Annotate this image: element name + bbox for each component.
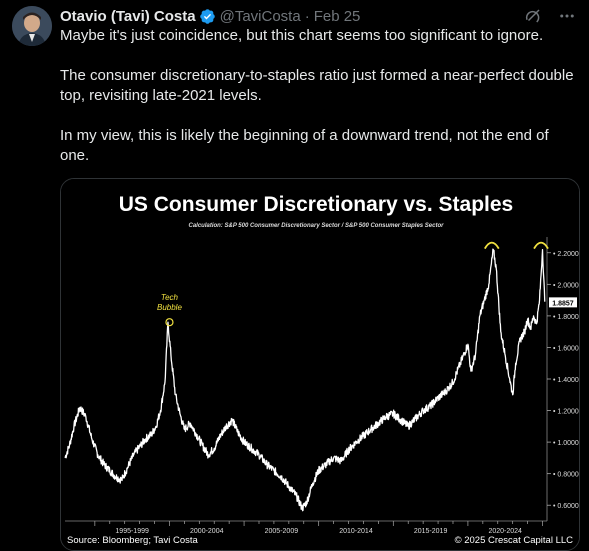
tech-bubble-label: Bubble (157, 303, 182, 312)
tweet-text: Maybe it's just coincidence, but this ch… (60, 26, 580, 166)
y-tick-label: • 0.6000 (553, 503, 579, 510)
tweet-paragraph: In my view, this is likely the beginning… (60, 127, 549, 164)
more-icon[interactable] (557, 6, 577, 26)
grok-icon[interactable] (523, 6, 543, 26)
chart-source: Source: Bloomberg; Tavi Costa (67, 535, 198, 546)
last-value-label: 1.8857 (552, 300, 574, 307)
x-tick-label: 2010-2014 (339, 528, 373, 535)
avatar-photo (12, 6, 52, 46)
series-line (64, 248, 546, 512)
verified-badge-icon (199, 8, 215, 24)
avatar[interactable] (12, 6, 52, 46)
chart-copyright: © 2025 Crescat Capital LLC (455, 535, 574, 546)
tweet-paragraph: The consumer discretionary-to-staples ra… (60, 67, 574, 104)
series-layer: 1.8857 (64, 248, 577, 512)
x-tick-label: 2020-2024 (488, 528, 522, 535)
tech-bubble-marker (165, 318, 174, 327)
y-tick-label: • 2.0000 (553, 282, 579, 289)
header-actions (523, 6, 577, 26)
author-name[interactable]: Otavio (Tavi) Costa (60, 7, 196, 25)
separator-dot: · (304, 7, 310, 25)
y-tick-label: • 1.2000 (553, 409, 579, 416)
y-axis: • 2.2000 • 2.0000 • 1.8000 • 1.6000 • 1.4000… (547, 251, 579, 510)
tweet-header: Otavio (Tavi) Costa @TaviCosta · Feb 25 (60, 6, 360, 26)
x-tick-label: 1995-1999 (115, 528, 149, 535)
x-tick-label: 2015-2019 (414, 528, 448, 535)
chart-svg: US Consumer Discretionary vs. Staples Ca… (61, 179, 579, 550)
y-tick-label: • 2.2000 (553, 251, 579, 258)
last-value-box (549, 297, 577, 308)
author-handle[interactable]: @TaviCosta (219, 7, 301, 25)
tweet-paragraph: Maybe it's just coincidence, but this ch… (60, 27, 544, 44)
x-axis: 1995-1999 2000-2004 2005-2009 2010-2014 2015… (94, 521, 543, 535)
y-tick-label: • 1.0000 (553, 440, 579, 447)
x-tick-label: 2000-2004 (190, 528, 224, 535)
y-tick-label: • 1.4000 (553, 377, 579, 384)
x-tick-label: 2005-2009 (265, 528, 299, 535)
y-tick-label: • 0.8000 (553, 472, 579, 479)
tweet-media-chart[interactable]: US Consumer Discretionary vs. Staples Ca… (60, 178, 580, 551)
tech-bubble-label: Tech (161, 293, 179, 302)
chart-subtitle: Calculation: S&P 500 Consumer Discretion… (189, 223, 445, 229)
double-top-marker (484, 241, 500, 250)
y-tick-label: • 1.6000 (553, 345, 579, 352)
y-tick-label: • 1.8000 (553, 314, 579, 321)
double-top-marker (533, 241, 549, 250)
tweet-date[interactable]: Feb 25 (313, 7, 361, 25)
chart-title: US Consumer Discretionary vs. Staples (119, 193, 513, 216)
